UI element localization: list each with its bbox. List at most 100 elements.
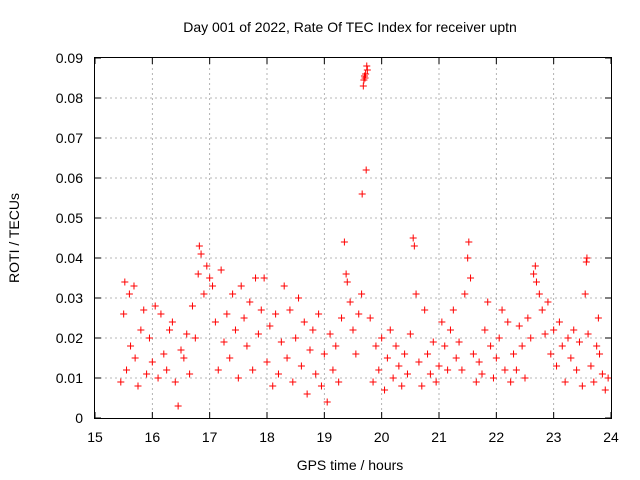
data-point: [254, 330, 262, 338]
data-point: [343, 278, 351, 286]
data-point: [323, 398, 331, 406]
data-point: [283, 354, 291, 362]
tick-labels: 15 16 17 18 19 20 21 22 23 24 0 0.01 0.02 0.03 0.04 0.0…: [56, 50, 619, 445]
data-point: [177, 346, 185, 354]
data-point: [449, 306, 457, 314]
data-point: [481, 326, 489, 334]
data-point: [464, 254, 472, 262]
data-point: [120, 310, 128, 318]
data-point: [186, 370, 194, 378]
data-point: [432, 378, 440, 386]
data-point: [329, 366, 337, 374]
data-point: [465, 238, 473, 246]
data-point: [249, 366, 257, 374]
data-point: [472, 378, 480, 386]
data-point: [389, 374, 397, 382]
data-point: [507, 378, 515, 386]
chart-title: Day 001 of 2022, Rate Of TEC Index for r…: [183, 19, 517, 35]
data-point: [157, 310, 165, 318]
data-point: [140, 306, 148, 314]
data-point: [418, 382, 426, 390]
data-point: [246, 298, 254, 306]
data-point: [191, 334, 199, 342]
data-point: [188, 302, 196, 310]
data-point: [338, 314, 346, 322]
data-point: [527, 334, 535, 342]
data-point: [206, 274, 214, 282]
data-point: [269, 382, 277, 390]
data-point: [475, 358, 483, 366]
plot-frame: [94, 57, 612, 419]
data-point: [478, 370, 486, 378]
data-point: [375, 366, 383, 374]
data-point: [312, 370, 320, 378]
data-point: [229, 290, 237, 298]
data-point: [441, 342, 449, 350]
data-point: [438, 318, 446, 326]
grid-lines: [95, 58, 611, 418]
data-point: [510, 350, 518, 358]
data-point: [395, 362, 403, 370]
data-point: [163, 366, 171, 374]
data-point: [257, 306, 265, 314]
data-point: [174, 402, 182, 410]
data-point: [424, 350, 432, 358]
data-point: [458, 366, 466, 374]
data-point: [587, 362, 595, 370]
data-point: [362, 166, 370, 174]
data-point: [154, 374, 162, 382]
data-point: [237, 282, 245, 290]
data-point: [398, 382, 406, 390]
data-point: [409, 234, 417, 242]
x-tick-label: 19: [317, 429, 333, 445]
data-point: [406, 330, 414, 338]
data-point: [575, 338, 583, 346]
data-point: [358, 190, 366, 198]
data-point: [335, 378, 343, 386]
data-point: [309, 326, 317, 334]
data-point: [166, 326, 174, 334]
data-point: [125, 290, 133, 298]
data-point: [415, 358, 423, 366]
data-point: [366, 314, 374, 322]
y-tick-label: 0.08: [56, 90, 83, 106]
data-point: [168, 318, 176, 326]
data-point: [412, 290, 420, 298]
x-tick-label: 24: [603, 429, 619, 445]
data-point: [601, 386, 609, 394]
data-point: [570, 326, 578, 334]
data-point: [561, 378, 569, 386]
x-tick-label: 18: [259, 429, 275, 445]
data-point: [582, 258, 590, 266]
data-point: [361, 74, 369, 82]
data-point: [386, 326, 394, 334]
data-point: [504, 318, 512, 326]
x-tick-label: 16: [145, 429, 161, 445]
data-point: [349, 326, 357, 334]
data-point: [461, 290, 469, 298]
data-point: [446, 326, 454, 334]
data-point: [123, 366, 131, 374]
y-tick-label: 0.06: [56, 170, 83, 186]
data-point: [553, 362, 561, 370]
data-point: [340, 238, 348, 246]
data-point: [211, 318, 219, 326]
data-point: [263, 358, 271, 366]
data-point: [252, 274, 260, 282]
data-point: [200, 290, 208, 298]
data-point: [121, 278, 129, 286]
data-point: [492, 354, 500, 362]
data-point: [226, 354, 234, 362]
data-point: [578, 382, 586, 390]
data-point: [547, 350, 555, 358]
data-point: [392, 342, 400, 350]
data-point: [541, 330, 549, 338]
data-point: [145, 334, 153, 342]
axis-ticks: [94, 57, 612, 419]
data-point: [467, 274, 475, 282]
y-tick-label: 0.09: [56, 50, 83, 66]
x-axis-label: GPS time / hours: [297, 457, 404, 473]
data-point: [352, 350, 360, 358]
x-tick-label: 17: [202, 429, 218, 445]
data-point: [401, 350, 409, 358]
